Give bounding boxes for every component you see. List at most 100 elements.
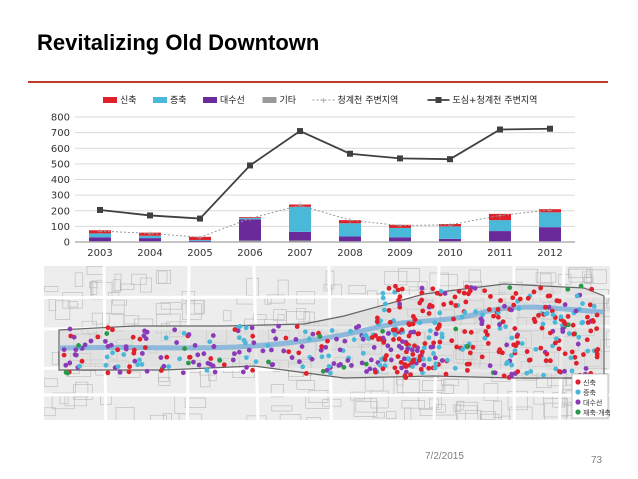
city-block (155, 302, 171, 315)
permit-dot (420, 308, 426, 314)
permit-dot (406, 321, 412, 326)
permit-dot (461, 290, 467, 296)
permit-dot (403, 369, 409, 375)
x-tick-label: 2003 (87, 248, 112, 259)
permit-dot (329, 328, 335, 333)
slide-title: Revitalizing Old Downtown (37, 30, 320, 55)
permit-dot (71, 334, 77, 340)
permit-dot (524, 370, 530, 376)
permit-dot (553, 366, 559, 372)
permit-dot (421, 362, 427, 368)
permit-dot (422, 341, 428, 346)
permit-dot (517, 296, 523, 302)
permit-dot (552, 319, 558, 325)
map-legend-label: 신축 (583, 378, 596, 387)
permit-dot (250, 333, 256, 339)
permit-dot (186, 360, 191, 366)
y-tick-label: 700 (51, 128, 70, 139)
permit-dot (364, 369, 369, 374)
city-block (157, 270, 168, 284)
permit-dot (498, 298, 503, 303)
permit-dot (210, 333, 216, 338)
bar-기타 (239, 240, 261, 242)
permit-dot (550, 312, 556, 318)
permit-dot (341, 364, 347, 370)
city-block (112, 279, 121, 293)
permit-dot (426, 356, 432, 362)
permit-dot (404, 341, 410, 347)
line-marker-청계천 주변지역: + (247, 215, 254, 224)
permit-dot (360, 350, 366, 356)
permit-dot (437, 310, 443, 316)
bar-기타 (489, 241, 511, 242)
permit-dot (191, 359, 196, 365)
city-block (91, 312, 110, 325)
permit-dot (533, 346, 539, 352)
permit-dot (420, 356, 426, 362)
permit-dot (402, 373, 408, 379)
permit-dot (137, 357, 142, 363)
legend-label: 청계천 주변지역 (338, 94, 399, 106)
permit-dot (95, 334, 101, 340)
city-block (568, 267, 593, 283)
permit-dot (399, 286, 405, 292)
permit-dot (217, 357, 223, 363)
permit-dot (377, 336, 383, 341)
bar-신축 (89, 230, 111, 234)
legend-label: 증축 (170, 95, 187, 106)
bar-신축 (389, 224, 411, 228)
permit-dot (562, 321, 568, 327)
permit-dot (306, 336, 312, 342)
permit-dot (204, 367, 210, 373)
permit-dot (460, 347, 465, 352)
permit-dot (492, 370, 498, 376)
permit-dot (79, 358, 85, 364)
permit-dot (104, 331, 110, 336)
permit-dot (585, 320, 591, 325)
permit-dot (444, 357, 450, 363)
permit-dot (557, 369, 562, 374)
permit-dot (495, 314, 501, 320)
permit-dot (180, 370, 186, 376)
permit-dot (334, 336, 339, 342)
city-block (115, 407, 135, 420)
permit-dot (345, 358, 351, 363)
permit-dot (366, 336, 372, 342)
permit-dot (142, 345, 148, 351)
footer-date: 7/2/2015 (425, 451, 464, 462)
permit-dot (552, 340, 558, 346)
permit-dot (380, 295, 386, 301)
permit-dot (396, 336, 402, 342)
permit-dot (240, 369, 246, 375)
permit-dot (495, 307, 501, 312)
permit-dot (360, 336, 366, 342)
city-block (441, 384, 454, 394)
permit-dot (526, 357, 532, 363)
permit-dot (590, 317, 596, 323)
line-marker-도심+청계천 주변지역 (97, 206, 103, 213)
permit-dot (318, 347, 324, 353)
city-block (422, 379, 444, 391)
permit-dot (281, 348, 287, 354)
permit-dot (467, 288, 473, 294)
permit-dot (351, 337, 357, 343)
permit-dot (110, 327, 115, 333)
permit-dot (531, 289, 537, 295)
permit-dot (436, 344, 442, 350)
city-block (348, 285, 366, 295)
city-block (73, 384, 93, 400)
permit-dot (503, 324, 508, 330)
city-block (480, 411, 496, 420)
permit-dot (249, 325, 255, 331)
permit-dot (462, 329, 468, 334)
permit-dot (393, 283, 398, 289)
city-block (441, 378, 459, 386)
city-block (277, 314, 285, 320)
permit-dot (177, 356, 183, 362)
permit-dot (442, 291, 448, 296)
permit-dot (67, 360, 73, 366)
line-marker-청계천 주변지역: + (397, 222, 404, 231)
city-block (493, 400, 503, 418)
permit-dot (433, 361, 439, 367)
permit-dot (543, 358, 549, 364)
